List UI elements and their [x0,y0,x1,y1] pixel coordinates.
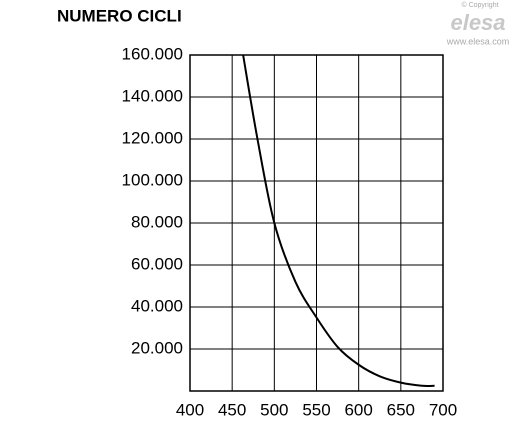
plot-frame [189,54,444,392]
x-tick-label: 400 [176,400,204,419]
y-tick-label: 140.000 [122,86,183,105]
x-tick-label: 500 [260,400,288,419]
x-tick-label: 600 [344,400,372,419]
y-tick-label: 60.000 [131,254,183,273]
x-tick-label: 700 [429,400,457,419]
y-tick-label: 120.000 [122,128,183,147]
y-tick-label: 80.000 [131,212,183,231]
x-tick-label: 650 [387,400,415,419]
curve [242,54,435,387]
chart-title: NUMERO CICLI [57,6,182,25]
logo-url: www.elesa.com [446,36,510,46]
y-tick-label: 100.000 [122,170,183,189]
x-tick-label: 550 [302,400,330,419]
y-tick-label: 20.000 [131,338,183,357]
logo: elesa [450,10,505,35]
y-tick-label: 160.000 [122,44,183,63]
y-tick-label: 40.000 [131,296,183,315]
copyright: © Copyright [461,1,498,9]
x-tick-label: 450 [218,400,246,419]
